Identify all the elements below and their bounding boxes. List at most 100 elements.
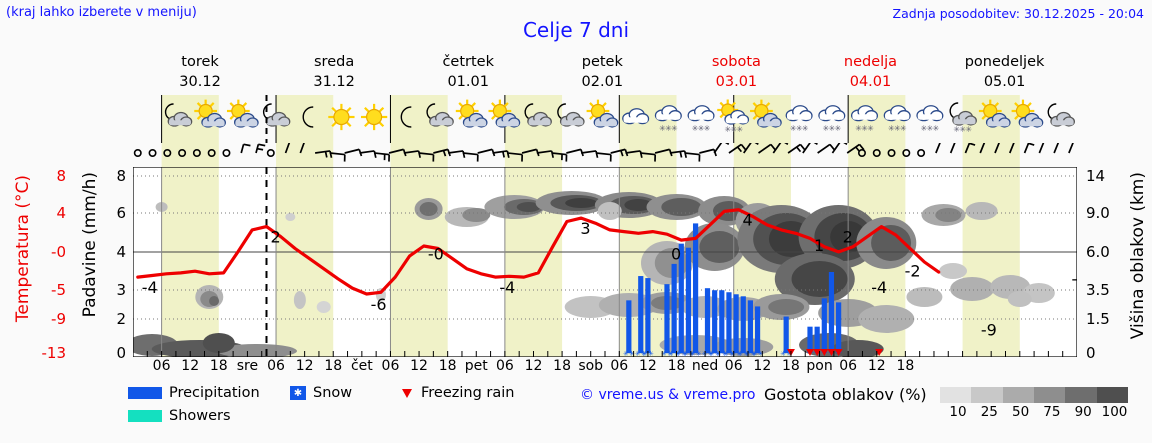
svg-text:✳: ✳ [828,124,835,133]
wind-barb [669,150,688,158]
weather-icon-cloud-snow: ✳ ✳ ✳ [883,105,911,133]
time-tick-čet-7: čet [350,358,373,374]
snow-marker: ✳✳ [623,350,635,357]
wind-barb [743,143,759,154]
time-tick-sob-15: sob [578,358,604,374]
wind-barb [299,143,305,154]
day-name: četrtek [442,54,494,70]
weather-icon-moon-cloud [524,103,552,127]
wind-barb [964,143,976,154]
temperature-label: -6 [371,295,387,314]
cloud-density-tick-25: 25 [980,404,998,420]
svg-text:✳: ✳ [965,125,972,134]
weather-icon-sun-cloud [488,99,521,128]
wind-barb [163,149,172,158]
time-tick-12-1: 12 [181,358,200,374]
precipitation-tick-5: 0 [116,344,126,362]
svg-text:✳: ✳ [861,124,868,133]
wind-barb [507,152,524,162]
cloud-density-band-2 [1002,387,1034,403]
cloud-density-tick-10: 10 [949,404,967,420]
temperature-tick-2: -0 [51,243,66,261]
night-band [962,167,1020,357]
page-title: Celje 7 dni [522,18,630,42]
wind-barb [1023,143,1035,154]
wind-barb [831,143,848,154]
weather-icon-cloud-snow: ✳ ✳ ✳ [818,105,846,133]
day-name: ponedeljek [964,54,1045,70]
wind-barb [418,152,435,162]
snow-marker: ✳✳ [675,350,687,357]
wind-barb [728,143,747,154]
svg-text:✳: ✳ [724,125,731,134]
wind-barb [758,143,776,154]
day-name: sobota [711,54,761,70]
wind-barb [492,150,510,158]
day-header-nedelja: nedelja 04.01 [805,52,935,92]
night-band [276,167,334,357]
precipitation-bar [836,302,842,353]
temperature-label: -3 [1071,270,1077,289]
wind-barb [284,143,291,154]
weather-icon-sun-cloud [750,99,782,128]
precipitation-swatch [128,387,162,399]
wind-barb [684,152,701,162]
day-date: 04.01 [849,74,892,90]
weather-icon-sun-cloud-snow: ✳ ✳ ✳ [717,99,750,134]
wind-barb [359,150,377,158]
wind-barb [625,150,643,158]
time-tick-pon-23: pon [806,358,833,374]
time-tick-ned-19: ned [691,358,719,374]
time-tick-pet-11: pet [464,358,488,374]
cloud-density-tick-50: 50 [1012,404,1030,420]
temperature-tick-3: -5 [51,281,66,299]
snow-marker: ✳✳ [752,350,764,357]
precipitation-bar [638,276,644,353]
weather-icon-moon-cloud [557,103,585,127]
snow-marker: ✳✳ [737,350,749,357]
freezing-rain-marker [813,349,822,356]
freezing-rain-marker [834,349,843,356]
svg-text:✳: ✳ [796,124,803,133]
cloud-height-tick-2: 6.0 [1086,243,1110,261]
weather-icon-cloud [622,108,650,125]
temperature-label: -4 [499,278,515,297]
wind-barb [949,143,956,154]
snow-marker: ✳✳ [745,350,757,357]
precipitation-tick-0: 8 [116,167,126,185]
cloud-density-colorbar-labels: 10 25 50 75 90 100 [928,404,1140,422]
wind-barb [979,143,986,154]
svg-text:✳: ✳ [888,124,895,133]
weather-icon-sun-cloud [194,99,226,128]
copyright-label: © vreme.us & vreme.pro [580,387,756,403]
time-tick-18-18: 18 [667,358,686,374]
temperature-label: -4 [871,278,887,297]
precipitation-tick-1: 6 [116,204,126,222]
weather-icon-sun-cloud [226,99,259,128]
svg-text:✳: ✳ [802,124,809,133]
legend-snow: ✱ Snow [290,385,352,401]
temperature-label: -0 [428,244,444,263]
wind-barb [817,143,836,154]
weather-icon-cloud-snow: ✳ ✳ ✳ [785,105,813,133]
wind-barb [902,149,911,158]
cloud-density-tick-100: 100 [1101,404,1128,420]
time-tick-06-20: 06 [724,358,743,374]
day-header-sobota: sobota 03.01 [671,52,801,92]
time-tick-18-22: 18 [782,358,800,374]
wind-barb [802,143,818,154]
wind-barb-row [133,143,1077,167]
wind-barb [917,149,926,158]
snow-marker: ✳✳ [780,350,792,357]
svg-text:✳: ✳ [900,124,907,133]
night-band [161,167,219,357]
time-tick-06-12: 06 [495,358,514,374]
freezing-rain-marker [820,349,829,356]
snow-marker: ✳✳ [635,350,647,357]
temperature-label: -9 [981,320,997,339]
cloud-height-tick-3: 3.5 [1086,281,1110,299]
wind-barb [266,149,275,158]
weather-icon-cloud-snow: ✳ ✳ ✳ [687,105,715,133]
cloud-height-axis-ticks: 14 9.0 6.0 3.5 1.5 0 [1086,167,1126,362]
